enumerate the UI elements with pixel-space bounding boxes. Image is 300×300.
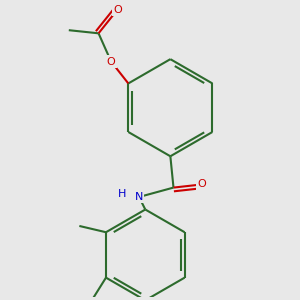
Text: O: O	[113, 5, 122, 15]
Text: O: O	[197, 179, 206, 190]
Text: N: N	[135, 192, 143, 202]
Text: H: H	[118, 189, 126, 199]
Text: O: O	[107, 56, 116, 67]
